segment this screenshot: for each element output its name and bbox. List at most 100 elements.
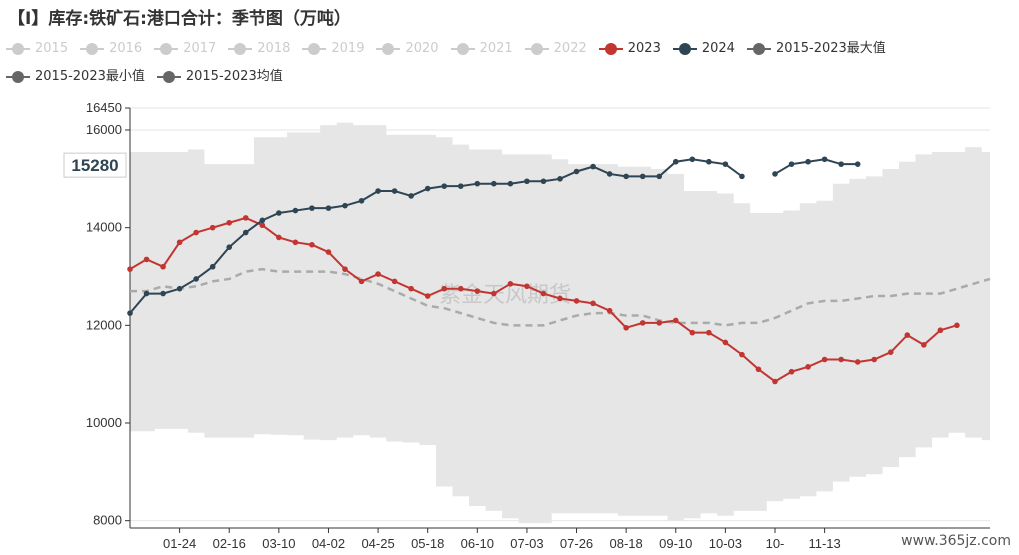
series-2024-point <box>358 197 365 204</box>
legend-marker-icon <box>524 43 549 55</box>
series-2024-point <box>590 163 596 170</box>
series-2024-point <box>805 158 811 165</box>
series-2024-point <box>557 176 563 182</box>
chart-legend: 2015 2016 2017 2018 2019 2020 2021 2022 2023 2024… <box>6 36 1016 92</box>
series-2023-point <box>672 317 679 324</box>
legend-item-2015[interactable]: 2015 <box>6 36 68 62</box>
x-tick-label: 07-03 <box>510 536 543 551</box>
legend-marker-icon <box>6 71 30 83</box>
series-2023-point <box>838 356 844 363</box>
legend-item-2015-2023最小值[interactable]: 2015-2023最小值 <box>6 64 145 90</box>
series-2024-point <box>292 207 299 214</box>
series-2023-point <box>491 290 497 297</box>
series-2024-point <box>507 180 514 187</box>
series-2023-point <box>408 285 414 292</box>
series-2024-point <box>491 180 497 187</box>
series-2023-point <box>921 342 927 348</box>
legend-label: 2018 <box>257 41 291 56</box>
series-2024-point <box>391 188 398 194</box>
series-2023-point <box>689 329 696 336</box>
legend-marker-icon <box>672 43 697 55</box>
series-2024-point <box>193 276 199 282</box>
series-2024-point <box>342 202 348 209</box>
series-2023-point <box>590 300 596 307</box>
legend-item-2024[interactable]: 2024 <box>672 36 735 62</box>
series-2023-point <box>276 234 282 241</box>
series-2023-point <box>755 366 762 373</box>
series-2023-point <box>937 327 944 334</box>
series-2023-point <box>722 339 729 346</box>
series-2023-point <box>391 278 398 285</box>
series-2023-point <box>639 320 646 326</box>
legend-label: 2015-2023均值 <box>185 69 283 84</box>
legend-item-2017[interactable]: 2017 <box>154 36 216 62</box>
y-tick-label: 12000 <box>86 317 122 332</box>
series-2023-point <box>507 281 514 287</box>
series-2023-point <box>176 239 183 246</box>
legend-item-2020[interactable]: 2020 <box>376 36 439 62</box>
series-2023-point <box>557 295 563 302</box>
series-2023-point <box>375 271 381 277</box>
series-2024-point <box>242 229 249 236</box>
page-title: 【I】库存:铁矿石:港口合计：季节图（万吨） <box>8 9 351 29</box>
series-2023-point <box>623 324 629 331</box>
series-2023-point <box>226 219 233 226</box>
x-tick-label: 07-26 <box>560 536 593 551</box>
y-tick-label: 8000 <box>93 513 122 528</box>
legend-item-2023[interactable]: 2023 <box>598 36 661 62</box>
series-2024-point <box>606 171 613 177</box>
series-2024-point <box>176 285 183 292</box>
series-2024-point <box>540 178 547 185</box>
legend-label: 2024 <box>701 41 735 56</box>
series-2024-point <box>788 161 795 167</box>
series-2023-point <box>259 222 266 229</box>
x-tick-label: 05-18 <box>411 536 444 551</box>
legend-item-2015-2023均值[interactable]: 2015-2023均值 <box>156 64 283 90</box>
series-2023-point <box>772 378 778 385</box>
series-2024-point <box>474 180 481 187</box>
legend-item-2022[interactable]: 2022 <box>524 36 587 62</box>
legend-item-2019[interactable]: 2019 <box>302 36 364 62</box>
series-2024-point <box>375 188 381 194</box>
x-tick-label: 11-13 <box>808 536 840 551</box>
legend-item-2021[interactable]: 2021 <box>450 36 513 62</box>
legend-label: 2022 <box>553 41 587 56</box>
series-2023-point <box>127 266 133 272</box>
series-2023-point <box>292 239 299 246</box>
legend-marker-icon <box>154 43 179 55</box>
y-tick-label: 16000 <box>86 122 122 137</box>
site-watermark: www.365jz.com <box>901 533 1011 549</box>
legend-marker-icon <box>228 43 253 55</box>
series-2023-point <box>457 285 464 292</box>
series-2024-point <box>127 310 133 316</box>
series-2023-point <box>821 356 828 363</box>
series-2024-point <box>325 205 332 211</box>
legend-item-2016[interactable]: 2016 <box>80 36 142 62</box>
legend-marker-icon <box>80 43 105 55</box>
series-2023-point <box>325 249 332 255</box>
series-2024-point <box>524 178 530 185</box>
series-2023-point <box>358 278 365 285</box>
series-2023-point <box>656 320 663 326</box>
series-2023-point <box>143 256 150 263</box>
series-2024-point <box>441 183 448 189</box>
series-2024-point <box>821 156 828 163</box>
x-tick-label: 03-10 <box>262 536 295 551</box>
series-2024-point <box>656 173 663 180</box>
series-2023-point <box>242 215 249 221</box>
series-2024-point <box>739 173 745 180</box>
legend-item-2015-2023最大值[interactable]: 2015-2023最大值 <box>746 36 886 62</box>
legend-marker-icon <box>302 43 327 55</box>
series-2023-point <box>887 349 894 355</box>
series-2023-point <box>474 288 481 294</box>
series-2024-point <box>722 161 729 167</box>
legend-label: 2017 <box>183 41 217 56</box>
y-tick-label: 14000 <box>86 220 122 235</box>
x-tick-label: 06-10 <box>461 536 494 551</box>
legend-item-2018[interactable]: 2018 <box>228 36 290 62</box>
series-2024-point <box>838 161 844 167</box>
series-2023-point <box>706 329 712 336</box>
legend-marker-icon <box>376 43 401 55</box>
series-2023-point <box>424 293 431 299</box>
